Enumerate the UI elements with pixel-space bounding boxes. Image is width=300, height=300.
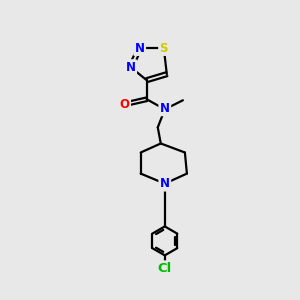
Text: N: N (126, 61, 136, 74)
Text: S: S (160, 42, 168, 55)
Text: O: O (120, 98, 130, 111)
Text: N: N (160, 177, 170, 190)
Text: N: N (160, 102, 170, 115)
Text: Cl: Cl (158, 262, 172, 275)
Text: N: N (135, 42, 145, 55)
